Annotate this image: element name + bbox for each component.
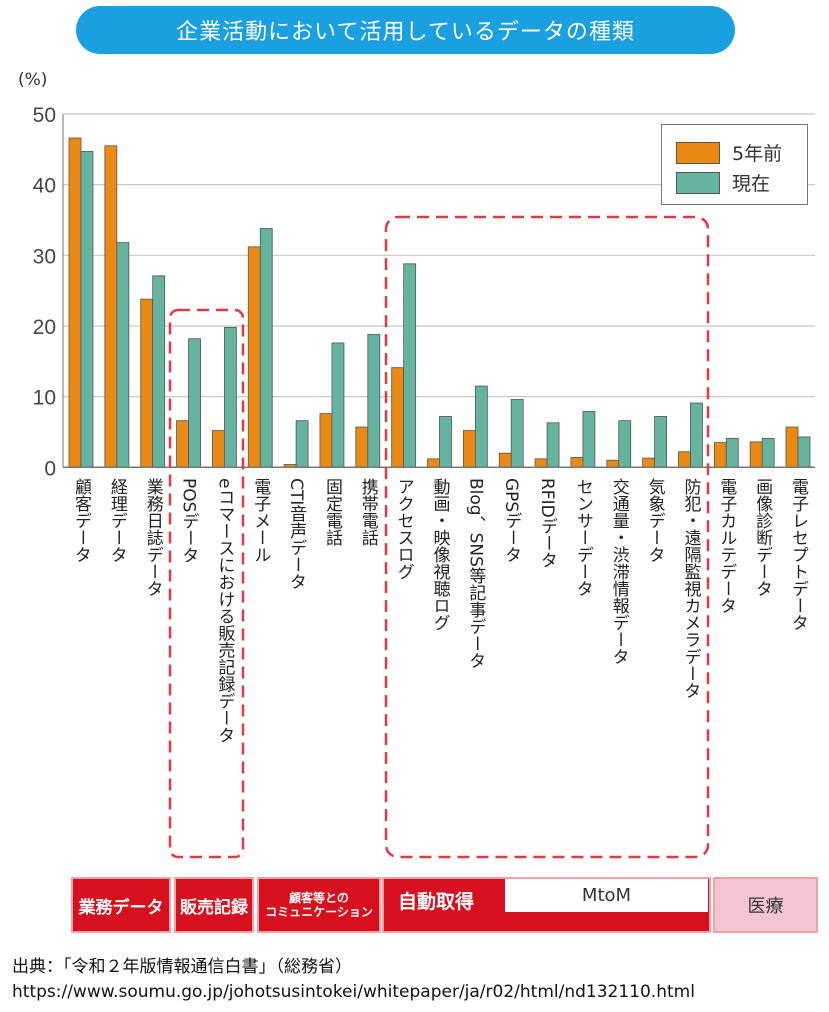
source-url[interactable]: https://www.soumu.go.jp/johotsusintokei/…: [12, 982, 695, 1002]
bar-now: [690, 402, 703, 468]
chart-title: 企業活動において活用しているデータの種類: [76, 6, 735, 54]
source-title: 出典：「令和２年版情報通信白書」（総務省）: [12, 957, 352, 977]
bar-now: [510, 399, 524, 468]
legend-swatch: [676, 171, 720, 194]
bar-now: [797, 436, 811, 468]
category-label: 顧客データ: [71, 478, 91, 563]
legend-item-before: 5年前: [676, 139, 782, 166]
bar-now: [295, 420, 309, 468]
bar-before: [606, 459, 620, 468]
bar-now: [188, 338, 201, 468]
category-label: 防犯・遠隔監視カメラデータ: [680, 478, 701, 699]
category-label: POSデータ: [178, 478, 199, 564]
y-tick-label: 10: [33, 387, 56, 410]
category-label: 携帯電話: [357, 478, 378, 546]
legend-swatch: [676, 141, 720, 164]
bar-before: [785, 426, 799, 468]
bar-now: [654, 416, 667, 468]
legend-label: 現在: [732, 173, 771, 195]
bar-now: [618, 420, 632, 468]
category-label: 電子レセプトデータ: [788, 478, 808, 631]
bar-before: [355, 426, 369, 468]
bar-before: [534, 458, 548, 468]
bar-chart: 0 10 20 30 40 50: [33, 104, 815, 859]
category-label: CTI音声データ: [286, 478, 307, 591]
category-label: 電子カルテデータ: [716, 478, 737, 614]
bar-before: [68, 137, 82, 468]
bar-now: [761, 437, 775, 468]
y-tick-label: 0: [44, 457, 56, 480]
category-label: センサーデータ: [572, 478, 593, 597]
bar-now: [403, 263, 417, 468]
bar-before: [462, 430, 476, 468]
bar-before: [498, 452, 512, 468]
bar-now: [439, 416, 452, 468]
group-medical: 医療: [713, 877, 818, 933]
category-label: アクセスログ: [393, 478, 414, 580]
y-tick-label: 50: [33, 104, 56, 127]
bar-now: [116, 242, 130, 468]
category-label: 電子メール: [250, 478, 271, 563]
category-label: RFIDデータ: [537, 478, 558, 569]
y-tick-label: 30: [33, 245, 56, 268]
highlight-box-pos: [168, 308, 245, 859]
bar-now: [331, 342, 345, 468]
category-label: GPSデータ: [501, 478, 522, 564]
category-label: 固定電話: [321, 478, 342, 546]
bar-before: [713, 442, 727, 468]
category-label: 画像診断データ: [752, 478, 773, 597]
category-label: 交通量・渋滞情報データ: [608, 478, 629, 665]
bar-now: [223, 326, 237, 468]
bar-now: [474, 385, 488, 468]
bar-now: [725, 437, 739, 468]
bar-now: [546, 422, 560, 468]
bar-now: [367, 334, 381, 468]
bar-before: [427, 458, 440, 468]
category-label: 業務日誌データ: [142, 478, 163, 597]
bar-now: [80, 151, 94, 468]
bar-now: [259, 228, 273, 468]
bar-before: [678, 451, 691, 468]
bar-before: [319, 413, 333, 468]
bar-now: [152, 275, 166, 468]
group-sales: 販売記録: [174, 877, 254, 933]
bar-now: [582, 411, 596, 468]
mtom-label: MtoM: [505, 879, 708, 912]
bar-before: [247, 246, 261, 468]
category-label: 気象データ: [644, 478, 665, 563]
bar-before: [391, 367, 405, 468]
legend: 5年前 現在: [661, 124, 808, 205]
group-communication: 顧客等との コミュニケーション: [257, 877, 381, 933]
category-label: Blog、SNS等記事データ: [465, 478, 486, 669]
bar-before: [176, 420, 189, 468]
y-axis-unit: (%): [18, 70, 48, 90]
category-label: eコマースにおける販売記録データ: [214, 478, 235, 744]
bar-before: [570, 457, 584, 468]
bar-before: [642, 457, 655, 468]
category-label: 経理データ: [106, 478, 127, 563]
bar-before: [140, 298, 154, 468]
bar-before: [749, 441, 763, 468]
legend-label: 5年前: [732, 143, 783, 165]
y-tick-label: 20: [33, 316, 56, 339]
bar-before: [104, 145, 118, 468]
category-label: 動画・映像視聴ログ: [429, 478, 450, 631]
y-tick-label: 40: [33, 175, 56, 198]
legend-item-now: 現在: [676, 169, 770, 196]
group-business: 業務データ: [71, 877, 171, 933]
bar-before: [211, 430, 225, 468]
